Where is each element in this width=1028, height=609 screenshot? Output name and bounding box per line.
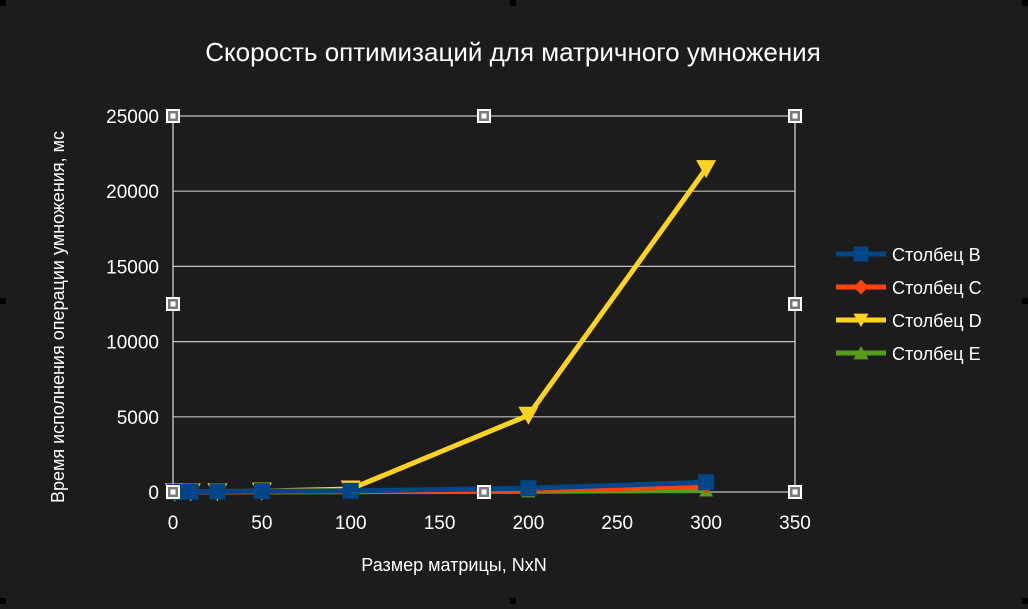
selection-handle-center (170, 489, 176, 495)
selection-handle-center (792, 489, 798, 495)
data-point (518, 406, 539, 425)
canvas-edge-mark (0, 0, 6, 6)
data-point (182, 483, 199, 500)
chart-title: Скорость оптимизаций для матричного умно… (205, 37, 821, 67)
data-point (853, 313, 869, 328)
data-point (853, 246, 869, 262)
y-tick-label: 15000 (106, 257, 159, 278)
y-tick-label: 0 (148, 483, 159, 504)
selection-handle-center (481, 489, 487, 495)
y-tick-label: 10000 (106, 333, 159, 354)
y-tick-label: 25000 (106, 107, 159, 128)
x-tick-label: 100 (335, 513, 367, 534)
legend: Столбец B Столбец C Столбец D Столбец E (836, 245, 982, 364)
legend-item-2: Столбец C (836, 278, 982, 298)
legend-label: Столбец E (892, 344, 981, 364)
data-point (698, 474, 715, 491)
x-tick-label: 250 (601, 513, 633, 534)
canvas-edge-mark (0, 598, 6, 604)
legend-label: Столбец D (892, 311, 982, 331)
x-tick-label: 200 (513, 513, 545, 534)
data-point (853, 345, 869, 360)
selection-handle-center (792, 113, 798, 119)
selection-handle-center (481, 113, 487, 119)
legend-item-3: Столбец D (836, 311, 982, 331)
legend-item-4: Столбец E (836, 344, 981, 364)
data-point (253, 483, 270, 500)
data-point (209, 483, 226, 500)
data-point (696, 160, 717, 179)
data-point (853, 279, 869, 295)
canvas-edge-mark (0, 298, 6, 304)
x-tick-label: 150 (424, 513, 456, 534)
x-axis-title: Размер матрицы, NxN (361, 555, 546, 575)
y-tick-label: 20000 (106, 182, 159, 203)
canvas-edge-mark (510, 598, 516, 604)
legend-label: Столбец B (892, 245, 981, 265)
canvas-edge-mark (510, 0, 516, 6)
selection-handle-center (170, 301, 176, 307)
y-tick-label: 5000 (117, 408, 159, 429)
series-3 (164, 160, 717, 502)
x-tick-label: 50 (251, 513, 272, 534)
canvas-edge-mark (1022, 598, 1028, 604)
canvas-edge-mark (1022, 298, 1028, 304)
data-point (342, 482, 359, 499)
selection-handle-center (170, 113, 176, 119)
x-tick-label: 0 (168, 513, 179, 534)
legend-label: Столбец C (892, 278, 982, 298)
series-line (172, 166, 709, 495)
data-point (520, 480, 537, 497)
selection-handle-center (792, 301, 798, 307)
x-tick-label: 350 (779, 513, 811, 534)
series-layer (164, 160, 717, 502)
x-tick-label: 300 (690, 513, 722, 534)
y-axis-title: Время исполнения операции умножения, мс (48, 131, 68, 503)
axis-ticks: 0 5000 10000 15000 20000 25000 0 50 100 150 200 250… (106, 107, 811, 534)
canvas-edge-mark (1022, 0, 1028, 6)
series-1 (166, 474, 715, 500)
legend-item-1: Столбец B (836, 245, 981, 265)
